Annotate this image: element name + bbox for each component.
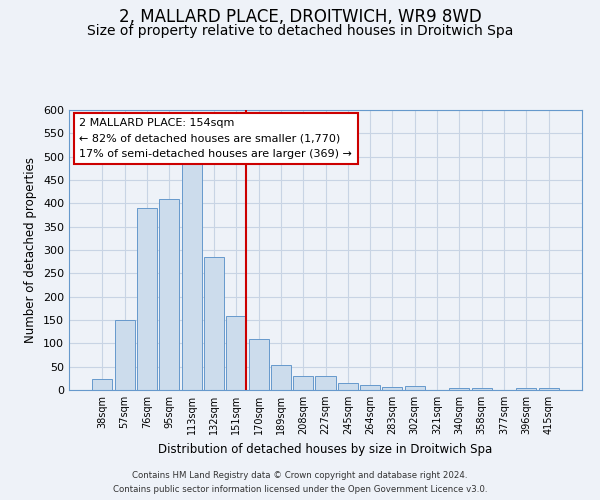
Bar: [159, 198, 179, 390]
Text: Contains HM Land Registry data © Crown copyright and database right 2024.
Contai: Contains HM Land Registry data © Crown c…: [113, 472, 487, 494]
Bar: [271, 365, 291, 390]
Bar: [382, 386, 403, 390]
Bar: [137, 208, 157, 390]
Bar: [226, 316, 246, 390]
Text: 2, MALLARD PLACE, DROITWICH, WR9 8WD: 2, MALLARD PLACE, DROITWICH, WR9 8WD: [119, 8, 481, 26]
Bar: [92, 380, 112, 390]
Text: 2 MALLARD PLACE: 154sqm
← 82% of detached houses are smaller (1,770)
17% of semi: 2 MALLARD PLACE: 154sqm ← 82% of detache…: [79, 118, 352, 159]
X-axis label: Distribution of detached houses by size in Droitwich Spa: Distribution of detached houses by size …: [158, 442, 493, 456]
Bar: [405, 386, 425, 390]
Bar: [248, 338, 269, 390]
Bar: [449, 388, 469, 390]
Bar: [293, 376, 313, 390]
Bar: [316, 376, 335, 390]
Bar: [182, 156, 202, 390]
Bar: [204, 257, 224, 390]
Bar: [115, 320, 135, 390]
Bar: [338, 383, 358, 390]
Bar: [472, 388, 492, 390]
Bar: [516, 388, 536, 390]
Bar: [360, 386, 380, 390]
Y-axis label: Number of detached properties: Number of detached properties: [25, 157, 37, 343]
Bar: [539, 388, 559, 390]
Text: Size of property relative to detached houses in Droitwich Spa: Size of property relative to detached ho…: [87, 24, 513, 38]
